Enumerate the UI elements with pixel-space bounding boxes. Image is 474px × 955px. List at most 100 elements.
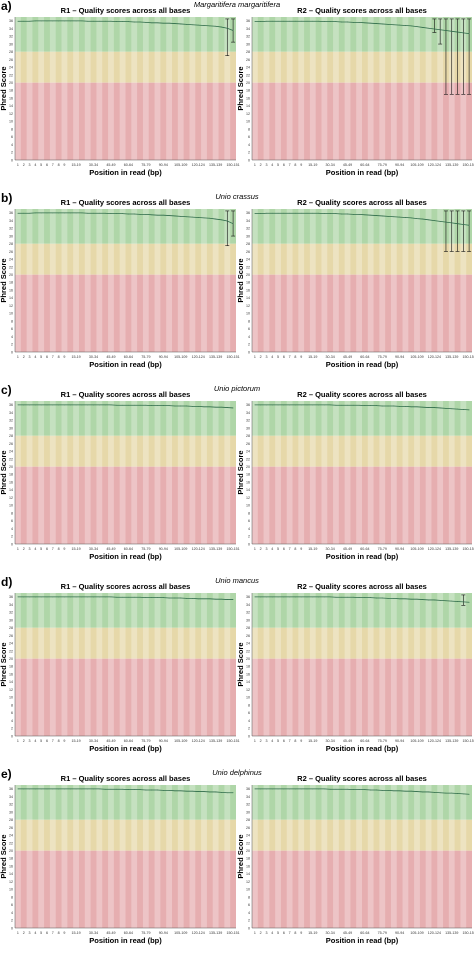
x-tick-label: 90-94 bbox=[395, 355, 404, 359]
bin-stripe bbox=[26, 209, 33, 352]
bin-stripe bbox=[49, 401, 56, 544]
mean-point bbox=[226, 599, 228, 600]
y-tick-label: 22 bbox=[9, 73, 13, 77]
x-tick-label: 7 bbox=[52, 355, 54, 359]
y-tick-label: 18 bbox=[9, 857, 13, 861]
bin-stripe bbox=[425, 593, 432, 736]
mean-point bbox=[410, 790, 412, 792]
y-tick-label: 12 bbox=[9, 880, 13, 884]
mean-point bbox=[358, 22, 360, 23]
bin-stripe bbox=[84, 401, 91, 544]
bin-stripe bbox=[142, 785, 149, 928]
y-tick-label: 24 bbox=[9, 258, 13, 262]
y-tick-label: 4 bbox=[248, 527, 250, 531]
y-tick-label: 28 bbox=[246, 434, 250, 438]
mean-point bbox=[197, 791, 199, 792]
panel-letter: c) bbox=[1, 383, 12, 397]
mean-point bbox=[98, 212, 100, 214]
y-tick-label: 12 bbox=[246, 112, 250, 116]
mean-point bbox=[64, 788, 65, 790]
y-tick-label: 6 bbox=[11, 711, 13, 715]
bin-stripe bbox=[402, 17, 409, 160]
mean-point bbox=[399, 24, 400, 26]
y-tick-label: 20 bbox=[9, 465, 13, 469]
mean-point bbox=[347, 21, 348, 23]
bin-stripe bbox=[189, 209, 196, 352]
bin-stripe bbox=[298, 209, 305, 352]
mean-point bbox=[260, 596, 262, 598]
y-tick-label: 14 bbox=[9, 680, 13, 684]
mean-point bbox=[254, 213, 256, 214]
mean-point bbox=[46, 788, 48, 790]
bin-stripe bbox=[275, 17, 281, 160]
mean-point bbox=[232, 407, 234, 409]
y-tick-label: 26 bbox=[246, 442, 250, 446]
species-label: Margaritifera margaritifera bbox=[194, 0, 280, 9]
y-tick-label: 10 bbox=[9, 120, 13, 124]
bin-stripe bbox=[177, 593, 184, 736]
mean-point bbox=[416, 406, 418, 408]
bin-stripe bbox=[131, 209, 138, 352]
y-tick-label: 6 bbox=[248, 711, 250, 715]
y-tick-label: 26 bbox=[246, 250, 250, 254]
mean-point bbox=[410, 25, 412, 27]
bin-stripe bbox=[224, 209, 231, 352]
bin-stripe bbox=[189, 785, 196, 928]
bin-stripe bbox=[414, 401, 420, 544]
y-tick-label: 28 bbox=[246, 626, 250, 630]
x-tick-label: 4 bbox=[271, 739, 273, 743]
mean-point bbox=[422, 791, 424, 793]
bin-stripe bbox=[460, 209, 467, 352]
x-tick-label: 15-19 bbox=[308, 163, 317, 167]
mean-point bbox=[393, 24, 395, 26]
bin-stripe bbox=[224, 401, 231, 544]
mean-point bbox=[116, 788, 118, 790]
y-axis-label: Phred Score bbox=[0, 834, 8, 878]
mean-point bbox=[69, 20, 71, 22]
mean-point bbox=[226, 27, 228, 29]
x-tick-label: 30-34 bbox=[89, 163, 98, 167]
mean-point bbox=[324, 21, 325, 22]
mean-point bbox=[405, 25, 406, 26]
mean-point bbox=[122, 404, 123, 406]
y-tick-label: 6 bbox=[248, 327, 250, 331]
species-label: Unio crassus bbox=[215, 192, 259, 201]
mean-quality-line bbox=[254, 212, 470, 226]
mean-point bbox=[168, 597, 170, 599]
y-tick-label: 18 bbox=[9, 665, 13, 669]
x-tick-label: 3 bbox=[265, 163, 267, 167]
bin-stripe bbox=[26, 17, 33, 160]
mean-point bbox=[428, 407, 429, 408]
zone-poor bbox=[15, 466, 236, 544]
x-tick-label: 7 bbox=[52, 163, 54, 167]
mean-point bbox=[295, 404, 296, 406]
mean-point bbox=[221, 219, 222, 221]
mean-point bbox=[283, 212, 285, 214]
zone-moderate bbox=[252, 819, 472, 851]
zone-poor bbox=[252, 466, 472, 544]
x-axis-label: Position in read (bp) bbox=[326, 360, 399, 369]
mean-point bbox=[58, 20, 59, 22]
y-tick-label: 4 bbox=[248, 335, 250, 339]
mean-point bbox=[168, 790, 170, 791]
mean-point bbox=[271, 596, 273, 598]
bin-stripe bbox=[344, 17, 351, 160]
mean-point bbox=[445, 600, 447, 602]
mean-point bbox=[439, 407, 441, 409]
y-tick-label: 26 bbox=[9, 58, 13, 62]
bin-stripe bbox=[298, 17, 305, 160]
mean-point bbox=[271, 20, 273, 22]
mean-point bbox=[46, 596, 48, 598]
y-tick-label: 26 bbox=[9, 442, 13, 446]
bin-stripe bbox=[142, 593, 149, 736]
bin-stripe bbox=[414, 209, 420, 352]
x-tick-label: 135-139 bbox=[445, 163, 458, 167]
y-tick-label: 4 bbox=[11, 911, 13, 915]
y-tick-label: 12 bbox=[246, 688, 250, 692]
x-tick-label: 120-124 bbox=[428, 547, 441, 551]
zone-poor bbox=[252, 658, 472, 736]
mean-point bbox=[87, 788, 89, 790]
y-tick-label: 0 bbox=[248, 542, 250, 546]
mean-point bbox=[174, 597, 176, 599]
mean-point bbox=[40, 404, 42, 406]
